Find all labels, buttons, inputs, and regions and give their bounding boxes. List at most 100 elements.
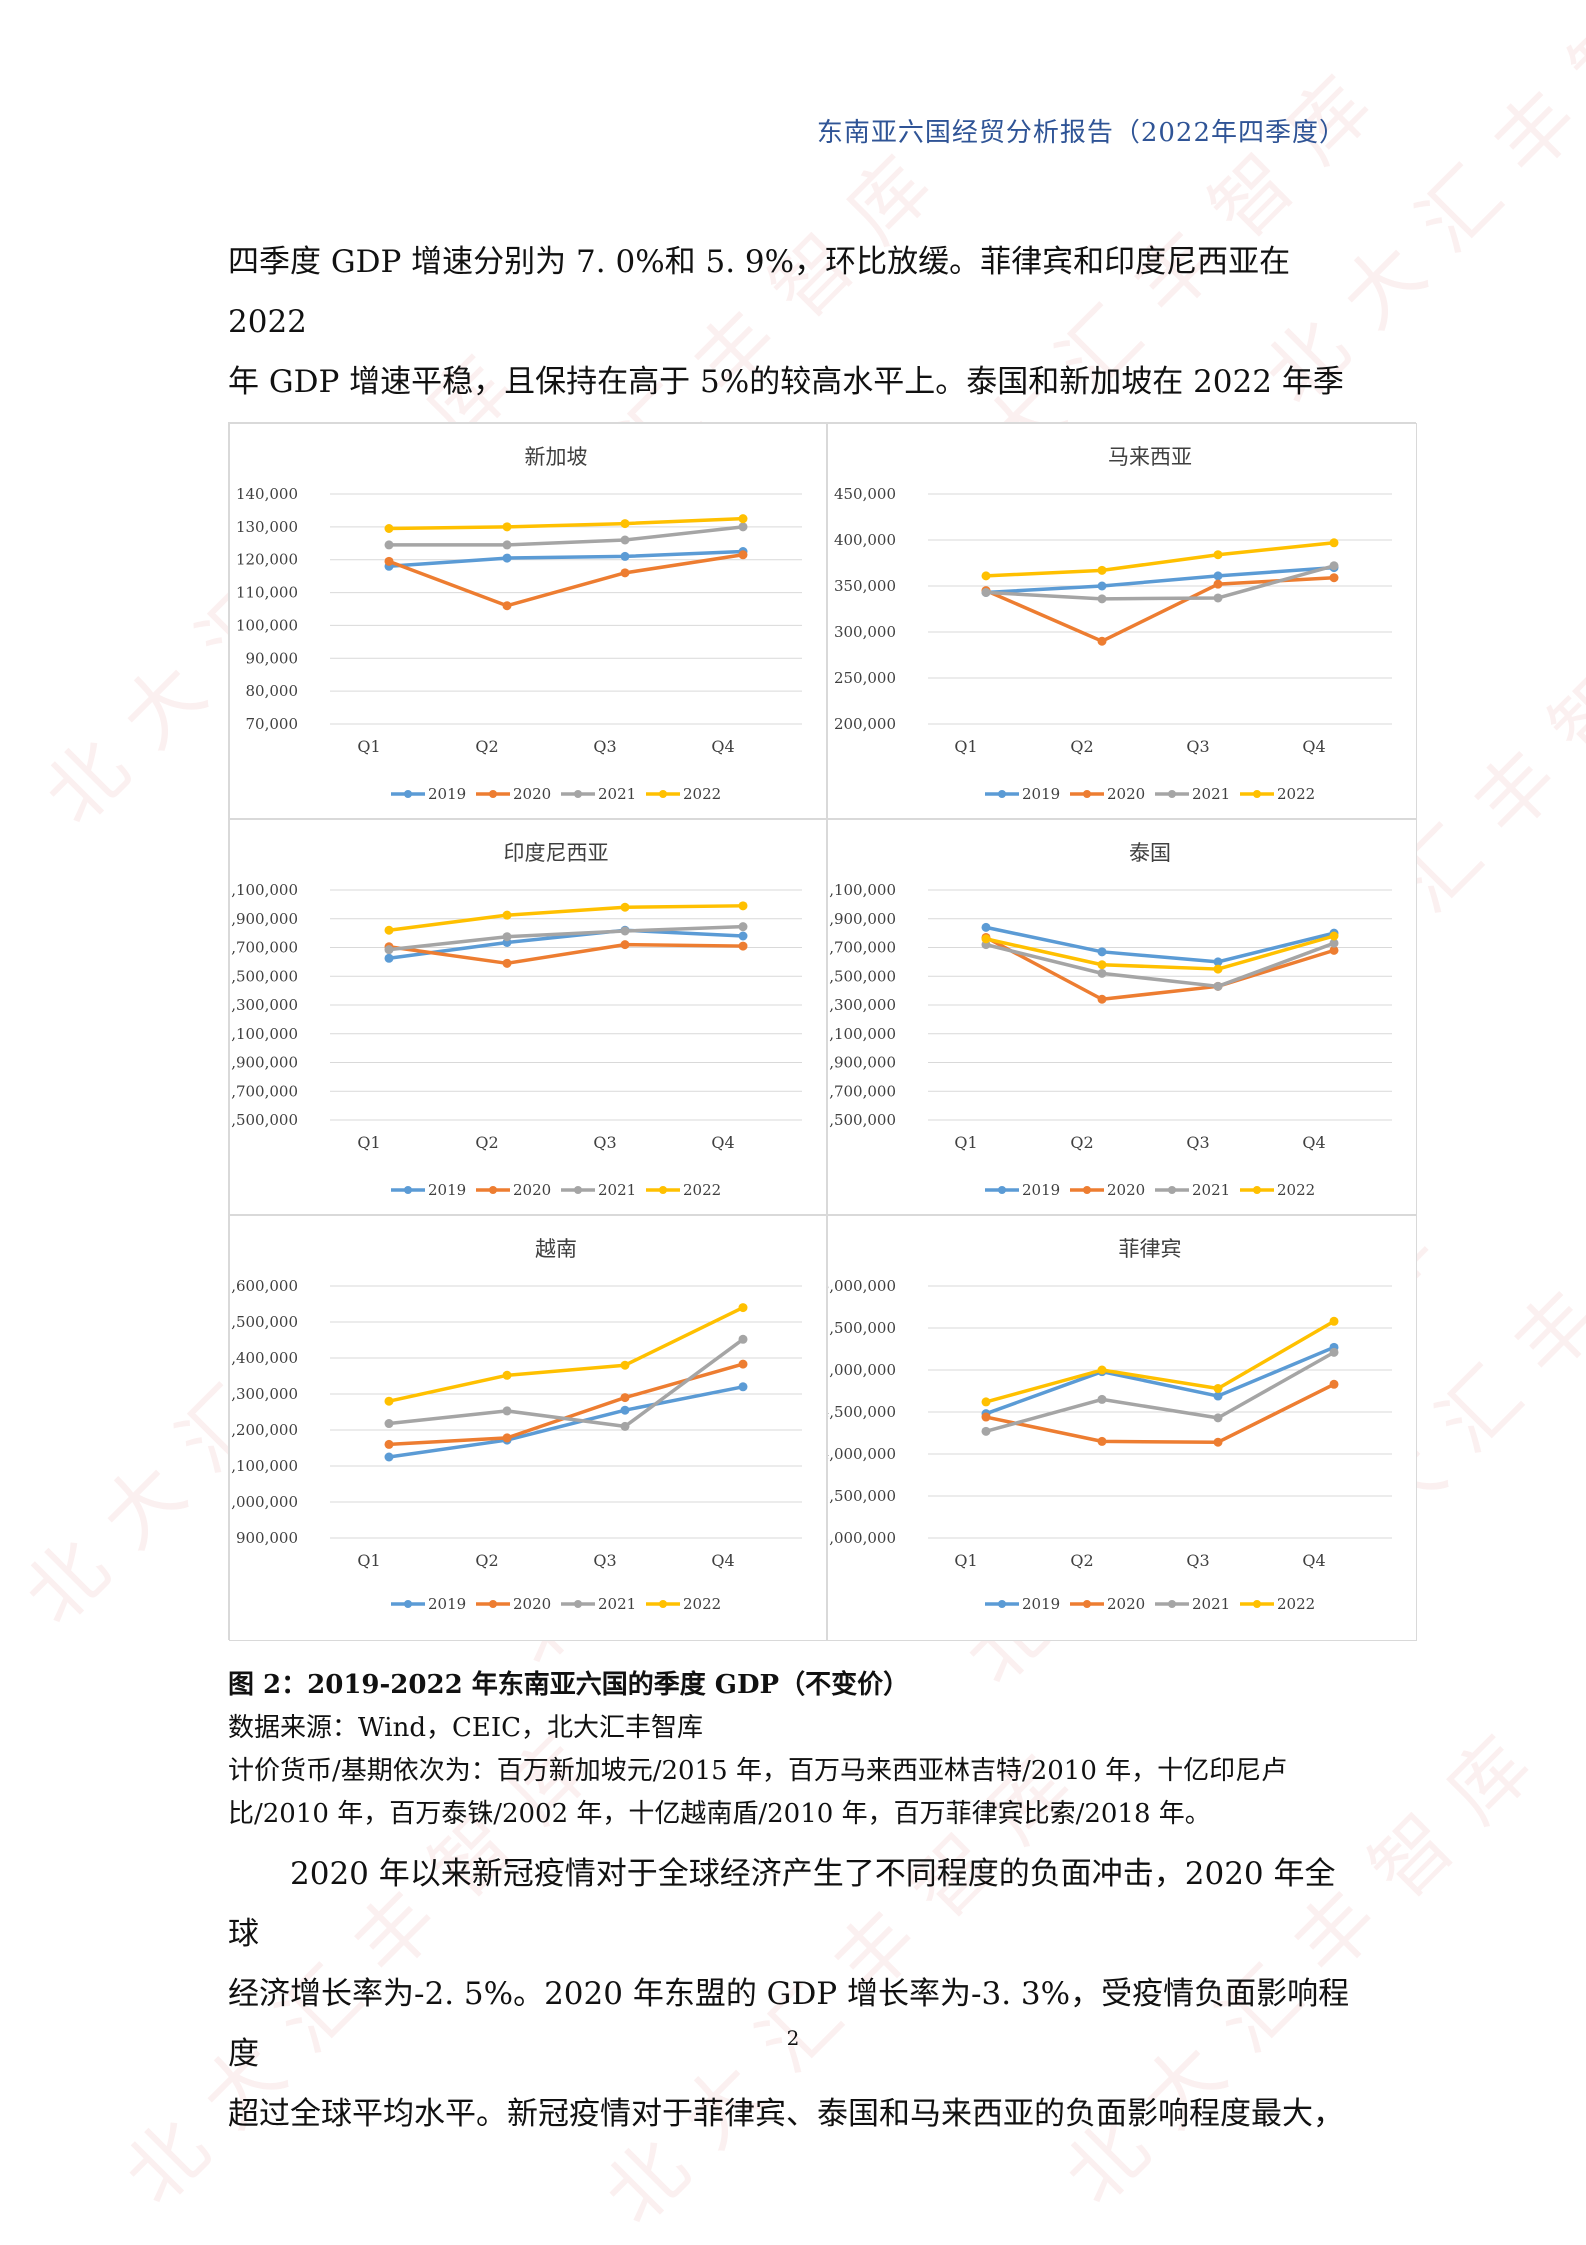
legend-label: 2020: [1107, 1595, 1145, 1613]
y-tick-label: 1,400,000: [230, 1349, 298, 1367]
x-tick-label: Q2: [475, 1551, 498, 1570]
data-point-2020: [1213, 1437, 1223, 1447]
x-tick-label: Q4: [1302, 1133, 1325, 1152]
data-point-2022: [981, 571, 991, 581]
x-tick-label: Q1: [357, 737, 380, 756]
x-tick-label: Q3: [593, 737, 616, 756]
y-tick-label: 400,000: [834, 531, 896, 549]
y-tick-label: 90,000: [246, 649, 299, 667]
series-line-2019: [985, 925, 1335, 964]
data-point-2021: [502, 540, 512, 550]
y-tick-label: 6,000,000: [828, 1277, 896, 1295]
data-point-2019: [620, 551, 630, 561]
gdp-figure: 新加坡 70,000 80,000 90,000 100,000 110,000 120,0…: [228, 422, 1417, 1641]
caption-title: 图 2：2019-2022 年东南亚六国的季度 GDP（不变价）: [228, 1670, 910, 1700]
data-point-2022: [384, 1396, 394, 1406]
page-number: 2: [786, 2026, 800, 2050]
legend-marker: [1168, 790, 1176, 798]
data-point-2021: [384, 1419, 394, 1429]
y-tick-label: 2,900,000: [828, 910, 896, 928]
y-tick-label: 1,700,000: [828, 1082, 896, 1100]
data-point-2021: [1213, 1413, 1223, 1423]
y-tick-label: 2,300,000: [828, 996, 896, 1014]
data-point-2022: [620, 1360, 630, 1370]
legend-label: 2021: [1192, 1595, 1230, 1613]
y-tick-label: 2,100,000: [230, 1025, 298, 1043]
data-point-2020: [384, 1439, 394, 1449]
data-point-2021: [738, 1334, 748, 1344]
legend-marker: [998, 790, 1006, 798]
x-tick-label: Q2: [1070, 1551, 1093, 1570]
series-line-2022: [388, 1306, 744, 1403]
legend-marker: [1083, 790, 1091, 798]
figure-caption: 图 2：2019-2022 年东南亚六国的季度 GDP（不变价） 数据来源：Wi…: [228, 1664, 1378, 1836]
legend-label: 2020: [1107, 1181, 1145, 1199]
legend-marker: [1253, 1600, 1261, 1608]
series-line-2021: [985, 564, 1335, 601]
legend-label: 2019: [1022, 785, 1060, 803]
y-tick-label: 3,100,000: [230, 881, 298, 899]
data-point-2022: [738, 514, 748, 524]
data-point-2022: [738, 901, 748, 911]
chart-title: 越南: [535, 1237, 577, 1261]
series-line-2019: [985, 1345, 1335, 1416]
y-tick-label: 1,900,000: [828, 1054, 896, 1072]
legend-label: 2021: [598, 1595, 636, 1613]
series-line-2021: [985, 1350, 1335, 1434]
x-tick-label: Q4: [711, 1551, 734, 1570]
x-tick-label: Q4: [1302, 737, 1325, 756]
series-line-2019: [388, 928, 744, 961]
x-tick-label: Q1: [954, 1551, 977, 1570]
data-point-2020: [384, 556, 394, 566]
data-point-2022: [502, 910, 512, 920]
data-point-2021: [1213, 593, 1223, 603]
legend-label: 2019: [1022, 1595, 1060, 1613]
data-point-2021: [1213, 981, 1223, 991]
series-line-2019: [388, 549, 744, 569]
data-point-2020: [1329, 573, 1339, 583]
legend-marker: [659, 1600, 667, 1608]
legend-label: 2019: [428, 1181, 466, 1199]
data-point-2020: [502, 601, 512, 611]
data-point-2019: [738, 931, 748, 941]
y-tick-label: 2,100,000: [828, 1025, 896, 1043]
legend-label: 2019: [428, 785, 466, 803]
legend-marker: [998, 1186, 1006, 1194]
legend-marker: [659, 790, 667, 798]
legend-marker: [489, 1186, 497, 1194]
data-point-2021: [1097, 1394, 1107, 1404]
legend-label: 2022: [683, 1595, 721, 1613]
legend-marker: [1168, 1600, 1176, 1608]
legend-marker: [404, 790, 412, 798]
data-point-2022: [1213, 964, 1223, 974]
legend-label: 2019: [428, 1595, 466, 1613]
chart-svg: 马来西亚 200,000 250,000 300,000 350,000 400,000 4…: [834, 445, 1392, 803]
y-tick-label: 1,200,000: [230, 1421, 298, 1439]
x-tick-label: Q3: [1186, 1133, 1209, 1152]
data-point-2020: [620, 940, 630, 950]
y-tick-label: 70,000: [246, 715, 299, 733]
chart-svg: 新加坡 70,000 80,000 90,000 100,000 110,000 120,0…: [236, 445, 802, 803]
series-line-2021: [985, 941, 1335, 989]
y-tick-label: 1,500,000: [230, 1111, 298, 1129]
data-point-2022: [1329, 1316, 1339, 1326]
legend-marker: [574, 1186, 582, 1194]
y-tick-label: 100,000: [236, 616, 298, 634]
legend-marker: [489, 1600, 497, 1608]
y-tick-label: 3,500,000: [828, 1487, 896, 1505]
series-line-2020: [388, 1362, 744, 1447]
data-point-2020: [981, 1412, 991, 1422]
legend-label: 2020: [513, 1181, 551, 1199]
x-tick-label: Q4: [1302, 1551, 1325, 1570]
y-tick-label: 5,000,000: [828, 1361, 896, 1379]
y-tick-label: 80,000: [246, 682, 299, 700]
y-tick-label: 900,000: [236, 1529, 298, 1547]
chart-title: 菲律宾: [1119, 1237, 1182, 1261]
data-point-2020: [1329, 1379, 1339, 1389]
y-tick-label: 2,500,000: [828, 967, 896, 985]
series-line-2019: [985, 565, 1335, 595]
caption-source: 数据来源：Wind，CEIC，北大汇丰智库: [228, 1713, 704, 1743]
legend-marker: [404, 1186, 412, 1194]
paragraph-line: 经济增长率为-2. 5%。2020 年东盟的 GDP 增长率为-3. 3%，受疫…: [228, 1976, 1350, 2072]
data-point-2021: [384, 945, 394, 955]
